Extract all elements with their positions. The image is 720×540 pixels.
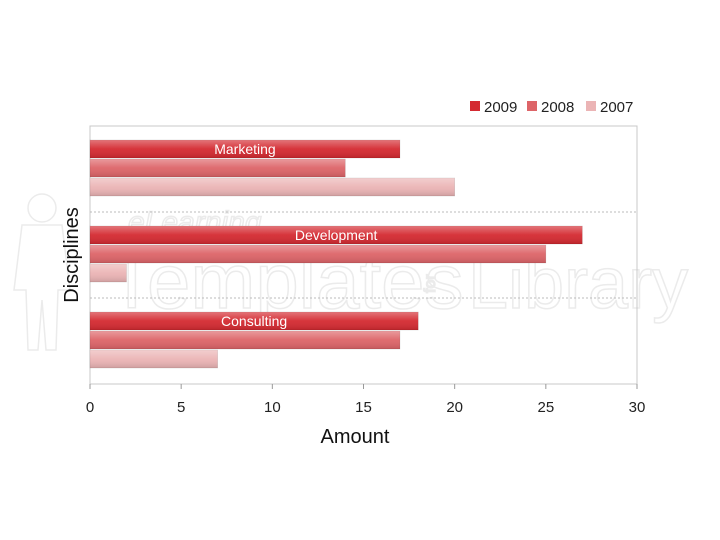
bar-sheen (90, 312, 419, 330)
x-tick-label: 5 (177, 399, 185, 416)
x-tick-label: 20 (446, 399, 463, 416)
bar-sheen (90, 350, 218, 368)
bar-sheen (90, 245, 546, 263)
bar-sheen (90, 264, 127, 282)
legend-swatch-2007 (586, 101, 596, 111)
legend-swatch-2009 (470, 101, 480, 111)
category-label: Consulting (221, 313, 287, 329)
bar-sheen (90, 140, 400, 158)
y-axis-title: Disciplines (61, 207, 83, 303)
x-tick-label: 15 (355, 399, 372, 416)
x-tick-label: 10 (264, 399, 281, 416)
bar-sheen (90, 331, 400, 349)
x-tick-label: 25 (537, 399, 554, 416)
category-label: Development (295, 227, 378, 243)
bar-sheen (90, 159, 346, 177)
bar-sheen (90, 178, 455, 196)
legend-label-2009: 2009 (484, 99, 517, 116)
x-axis-title: Amount (321, 426, 390, 448)
legend-label-2007: 2007 (600, 99, 633, 116)
legend-swatch-2008 (527, 101, 537, 111)
category-label: Marketing (214, 141, 275, 157)
bar-sheen (90, 226, 583, 244)
x-tick-label: 0 (86, 399, 94, 416)
x-tick-label: 30 (629, 399, 646, 416)
legend-label-2008: 2008 (541, 99, 574, 116)
